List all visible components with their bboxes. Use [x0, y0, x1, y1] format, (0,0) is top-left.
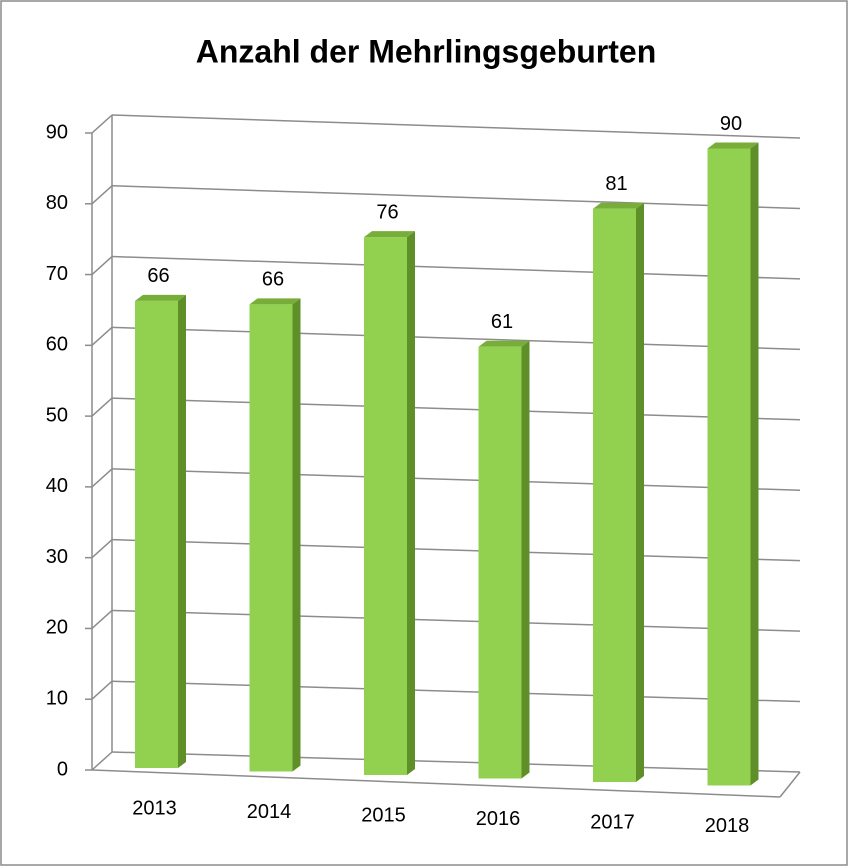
data-label: 66 — [262, 269, 284, 291]
grid-line — [111, 185, 801, 210]
bar — [593, 208, 636, 782]
data-label: 90 — [720, 113, 742, 135]
bar-side — [636, 202, 644, 782]
y-tick-label: 60 — [46, 334, 68, 356]
y-tick-label: 70 — [46, 263, 68, 285]
bar — [249, 304, 293, 772]
bar — [135, 300, 178, 768]
x-tick-label: 2018 — [705, 815, 750, 837]
y-tick-label: 20 — [46, 617, 68, 639]
bar — [707, 148, 751, 786]
grid-line — [91, 751, 113, 771]
grid-line — [111, 114, 801, 139]
x-tick-label: 2017 — [590, 811, 635, 833]
x-tick-label: 2015 — [361, 804, 406, 826]
bar-top — [593, 202, 644, 209]
bar — [478, 346, 522, 779]
y-tick-label: 0 — [57, 758, 68, 780]
y-tick-label: 50 — [46, 404, 68, 426]
grid-line — [91, 680, 113, 700]
bar-side — [750, 142, 759, 786]
data-label: 66 — [147, 265, 169, 287]
y-tick-label: 30 — [46, 546, 68, 568]
bar-top — [707, 142, 759, 149]
grid-line — [111, 751, 801, 773]
grid-line — [111, 609, 801, 632]
chart-title: Anzahl der Mehrlingsgeburten — [196, 33, 656, 69]
grid-line — [111, 680, 801, 703]
floor-edge — [91, 769, 781, 798]
grid-line — [111, 538, 801, 562]
grid-line — [111, 255, 801, 280]
y-tick-label: 80 — [46, 192, 68, 214]
grid-line — [91, 185, 113, 205]
grid-line — [91, 397, 113, 417]
data-label: 61 — [491, 311, 513, 333]
bar-side — [521, 340, 530, 779]
x-tick-label: 2013 — [132, 797, 177, 819]
y-tick-label: 90 — [46, 121, 68, 143]
bar-top — [364, 231, 415, 238]
x-tick-label: 2014 — [247, 801, 292, 823]
data-label: 81 — [605, 173, 627, 195]
grid-line — [91, 326, 113, 346]
y-tick-label: 40 — [46, 475, 68, 497]
bar-top — [249, 298, 301, 305]
bar-top — [478, 340, 530, 347]
bar — [364, 237, 407, 776]
data-label: 76 — [376, 201, 398, 223]
grid-line — [111, 468, 801, 491]
grid-line — [91, 114, 113, 134]
bar-side — [178, 294, 186, 768]
grid-line — [111, 326, 801, 351]
x-tick-label: 2016 — [476, 808, 521, 830]
grid-line — [91, 539, 113, 559]
grid-line — [91, 609, 113, 630]
floor-edge — [779, 771, 801, 798]
grid-line — [91, 255, 113, 276]
grid-line — [91, 468, 113, 488]
bar-side — [407, 231, 415, 776]
bar-top — [135, 294, 186, 301]
bar-side — [292, 298, 301, 772]
y-tick-label: 10 — [46, 688, 68, 710]
grid-line — [111, 397, 801, 421]
